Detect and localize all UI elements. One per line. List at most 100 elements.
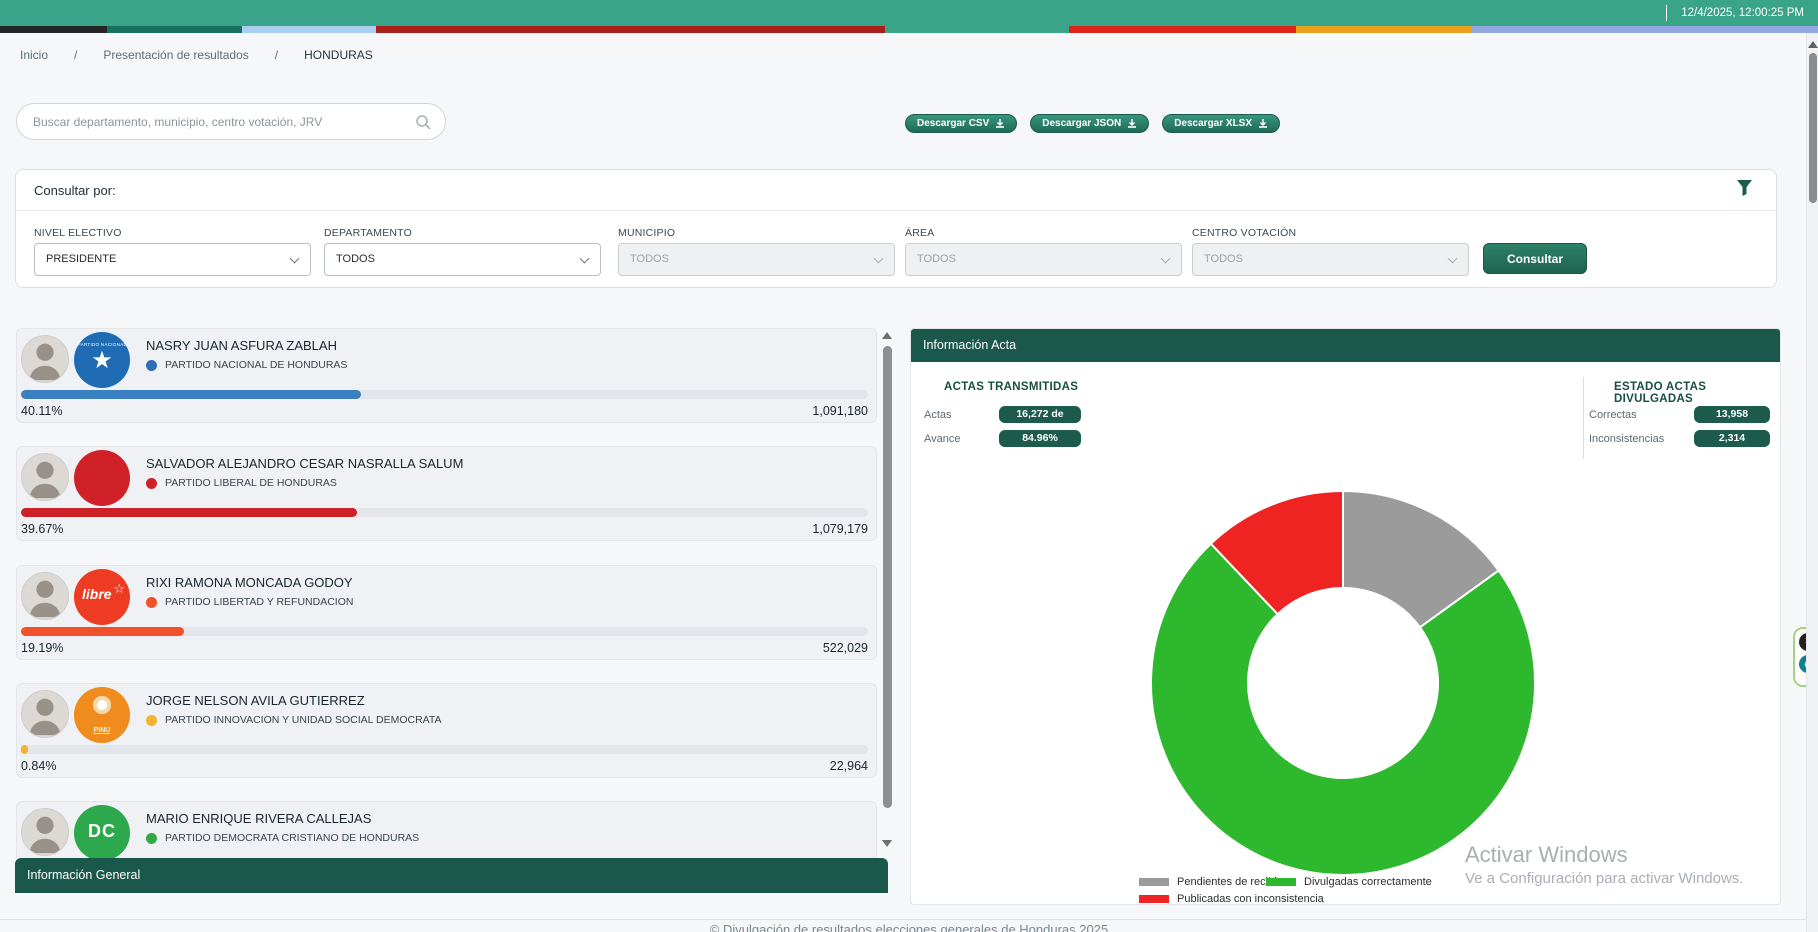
field-label-area: ÁREA xyxy=(905,227,935,239)
candidate-name: MARIO ENRIQUE RIVERA CALLEJAS xyxy=(146,811,372,826)
vote-percent: 39.67% xyxy=(21,522,64,536)
acta-donut-chart xyxy=(1150,489,1536,876)
breadcrumb-results-link[interactable]: Presentación de resultados xyxy=(103,48,249,62)
pinu-emblem xyxy=(93,696,111,714)
candidate-photo xyxy=(21,808,69,856)
select-nivel-electivo[interactable]: PRESIDENTE xyxy=(34,243,311,276)
chevron-down-icon xyxy=(873,253,884,264)
vote-percent: 19.19% xyxy=(21,641,64,655)
stripe-segment xyxy=(107,26,242,33)
select-area[interactable]: TODOS xyxy=(905,243,1182,276)
party-color-dot xyxy=(146,359,157,371)
list-scroll-down-arrow[interactable] xyxy=(882,840,892,847)
party-logo: PINU xyxy=(74,687,130,743)
correctas-label: Correctas xyxy=(1589,409,1637,421)
legend-label-pendientes: Pendientes de recibir xyxy=(1177,876,1281,888)
stripe-segment xyxy=(1470,26,1818,33)
stripe-segment xyxy=(0,26,108,33)
party-name: PARTIDO NACIONAL DE HONDURAS xyxy=(165,359,348,371)
donut-slice xyxy=(1150,542,1536,876)
consultar-button[interactable]: Consultar xyxy=(1483,243,1587,274)
footer-copyright: © Divulgación de resultados elecciones g… xyxy=(709,922,1109,932)
inconsistencias-value-badge: 2,314 xyxy=(1694,430,1770,447)
star-icon: ☆ xyxy=(113,581,125,596)
estado-actas-heading: ESTADO ACTAS DIVULGADAS xyxy=(1614,381,1707,405)
donut-slice xyxy=(1209,489,1344,616)
divider xyxy=(16,210,1776,211)
vote-bar-fill xyxy=(21,508,357,517)
candidate-photo xyxy=(21,572,69,620)
field-label-departamento: DEPARTAMENTO xyxy=(324,227,412,239)
legend-label-inconsistencia: Publicadas con inconsistencia xyxy=(1177,893,1324,905)
candidate-card: PARTIDO NACIONAL ★ NASRY JUAN ASFURA ZABL… xyxy=(16,328,877,423)
candidate-list: PARTIDO NACIONAL ★ NASRY JUAN ASFURA ZABL… xyxy=(14,322,898,858)
breadcrumb: Inicio / Presentación de resultados / HO… xyxy=(20,48,373,62)
vote-count: 22,964 xyxy=(829,759,868,773)
party-name: PARTIDO DEMOCRATA CRISTIANO DE HONDURAS xyxy=(165,832,420,844)
select-departamento[interactable]: TODOS xyxy=(324,243,601,276)
vote-bar-track xyxy=(21,390,868,399)
download-csv-button[interactable]: Descargar CSV xyxy=(905,114,1018,133)
list-scroll-up-arrow[interactable] xyxy=(882,332,892,339)
party-color-dot xyxy=(146,477,157,489)
breadcrumb-separator: / xyxy=(74,48,78,62)
legend-swatch-divulgadas xyxy=(1266,878,1296,886)
field-label-centro-votacion: CENTRO VOTACIÓN xyxy=(1192,227,1297,239)
vote-bar-track xyxy=(21,745,868,754)
stripe-segment xyxy=(241,26,377,33)
vote-percent: 40.11% xyxy=(21,404,63,418)
select-municipio[interactable]: TODOS xyxy=(618,243,895,276)
flag-stripe xyxy=(0,26,1818,33)
page-scrollbar-thumb[interactable] xyxy=(1809,53,1817,203)
actas-value-badge: 16,272 de 19,152 xyxy=(999,406,1081,437)
filter-funnel-icon[interactable] xyxy=(1737,180,1752,201)
avance-label: Avance xyxy=(924,433,961,445)
legend-swatch-inconsistencia xyxy=(1139,895,1169,903)
chevron-down-icon xyxy=(1447,253,1458,264)
correctas-value-badge: 13,958 xyxy=(1694,406,1770,423)
informacion-acta-panel: Información Acta ACTAS TRANSMITIDAS Acta… xyxy=(910,328,1781,905)
breadcrumb-home-link[interactable]: Inicio xyxy=(20,48,49,62)
candidate-card: DC MARIO ENRIQUE RIVERA CALLEJAS PARTIDO… xyxy=(16,801,877,858)
search-input[interactable] xyxy=(33,114,415,129)
breadcrumb-current: HONDURAS xyxy=(304,48,373,62)
divider xyxy=(1583,377,1584,459)
vote-count: 522,029 xyxy=(822,641,868,655)
legend-swatch-pendientes xyxy=(1139,878,1169,886)
chevron-down-icon xyxy=(579,253,590,264)
filter-panel-title: Consultar por: xyxy=(34,183,116,198)
actas-transmitidas-heading: ACTAS TRANSMITIDAS xyxy=(944,381,1079,393)
search-icon[interactable] xyxy=(415,114,431,130)
candidate-name: RIXI RAMONA MONCADA GODOY xyxy=(146,575,353,590)
download-icon xyxy=(995,118,1005,129)
chevron-down-icon xyxy=(1160,253,1171,264)
datetime-display: 12/4/2025, 12:00:25 PM xyxy=(1666,5,1804,21)
vote-count: 1,091,180 xyxy=(812,404,868,418)
windows-activation-watermark-subtitle: Ve a Configuración para activar Windows. xyxy=(1465,870,1744,887)
candidate-card: libre ☆ RIXI RAMONA MONCADA GODOY PARTIDO… xyxy=(16,565,877,660)
list-scrollbar-thumb[interactable] xyxy=(883,346,892,808)
field-label-nivel-electivo: NIVEL ELECTIVO xyxy=(34,227,122,239)
actas-label: Actas xyxy=(924,409,952,421)
vote-bar-track xyxy=(21,508,868,517)
download-json-button[interactable]: Descargar JSON xyxy=(1030,114,1150,133)
vote-bar-fill xyxy=(21,390,361,399)
candidate-photo xyxy=(21,690,69,738)
download-xlsx-button[interactable]: Descargar XLSX xyxy=(1162,114,1281,133)
candidate-name: SALVADOR ALEJANDRO CESAR NASRALLA SALUM xyxy=(146,456,464,471)
legend-label-divulgadas: Divulgadas correctamente xyxy=(1304,876,1432,888)
scroll-up-arrow[interactable] xyxy=(1808,41,1818,48)
party-name: PARTIDO INNOVACION Y UNIDAD SOCIAL DEMOC… xyxy=(165,714,442,726)
party-logo: DC xyxy=(74,805,130,858)
field-label-municipio: MUNICIPIO xyxy=(618,227,676,239)
candidate-photo xyxy=(21,335,69,383)
stripe-segment xyxy=(376,26,886,33)
avance-value-badge: 84.96% xyxy=(999,430,1081,447)
top-bar: 12/4/2025, 12:00:25 PM xyxy=(0,0,1818,26)
search-box xyxy=(16,103,446,140)
party-color-dot xyxy=(146,832,157,844)
download-icon xyxy=(1127,118,1137,129)
star-icon: ★ xyxy=(91,347,113,374)
select-centro-votacion[interactable]: TODOS xyxy=(1192,243,1469,276)
